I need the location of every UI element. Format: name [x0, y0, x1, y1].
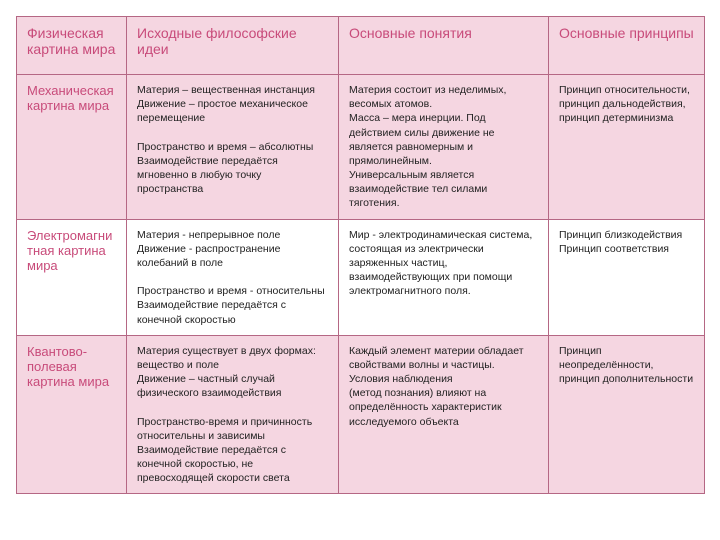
cell-ideas: Материя существует в двух формах: вещест… — [127, 335, 339, 494]
cell-principles: Принцип близкодействия Принцип соответст… — [549, 219, 705, 335]
table-row: Электромагнитная картина мира Материя - … — [17, 219, 705, 335]
header-col-3: Основные принципы — [549, 17, 705, 75]
cell-ideas: Материя - непрерывное поле Движение - ра… — [127, 219, 339, 335]
cell-principles: Принцип относительности, принцип дальнод… — [549, 75, 705, 220]
row-label: Квантово-полевая картина мира — [17, 335, 127, 494]
cell-concepts: Каждый элемент материи обладает свойства… — [339, 335, 549, 494]
row-label: Механическая картина мира — [17, 75, 127, 220]
cell-concepts: Мир - электродинамическая система, состо… — [339, 219, 549, 335]
table-row: Механическая картина мира Материя – веще… — [17, 75, 705, 220]
physics-worldview-table: Физическая картина мира Исходные философ… — [16, 16, 705, 494]
cell-principles: Принцип неопределённости, принцип дополн… — [549, 335, 705, 494]
header-col-0: Физическая картина мира — [17, 17, 127, 75]
row-label: Электромагнитная картина мира — [17, 219, 127, 335]
cell-ideas: Материя – вещественная инстанция Движени… — [127, 75, 339, 220]
header-row: Физическая картина мира Исходные философ… — [17, 17, 705, 75]
header-col-1: Исходные философские идеи — [127, 17, 339, 75]
table-row: Квантово-полевая картина мира Материя су… — [17, 335, 705, 494]
header-col-2: Основные понятия — [339, 17, 549, 75]
cell-concepts: Материя состоит из неделимых, весомых ат… — [339, 75, 549, 220]
